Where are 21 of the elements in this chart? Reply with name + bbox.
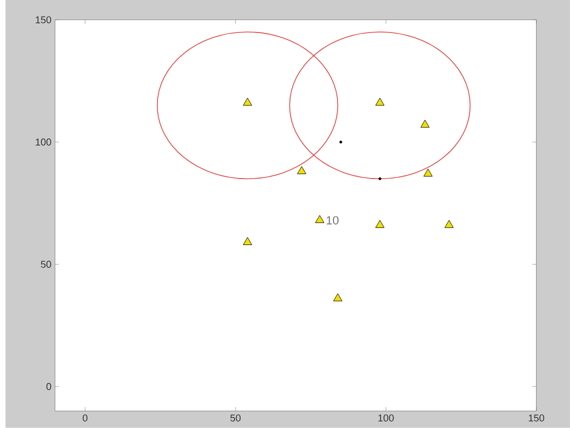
point [424, 168, 433, 177]
y-tick-label: 50 [40, 260, 52, 268]
point [444, 220, 454, 228]
y-tick-label: 100 [36, 138, 52, 146]
x-tick-label: 0 [82, 414, 88, 422]
y-tick-label: 150 [36, 16, 52, 24]
point [375, 98, 384, 106]
point [375, 220, 384, 228]
point [243, 98, 252, 106]
annotation: 10 [326, 216, 339, 225]
point [339, 140, 342, 144]
point [420, 120, 430, 128]
point [243, 237, 252, 246]
x-tick-label: 100 [378, 414, 394, 422]
x-tick-label: 150 [528, 414, 544, 422]
point [378, 177, 382, 180]
x-tick-label: 50 [230, 414, 241, 422]
point [315, 215, 324, 224]
point [297, 166, 306, 174]
point [333, 293, 342, 302]
y-tick-label: 0 [46, 383, 52, 390]
